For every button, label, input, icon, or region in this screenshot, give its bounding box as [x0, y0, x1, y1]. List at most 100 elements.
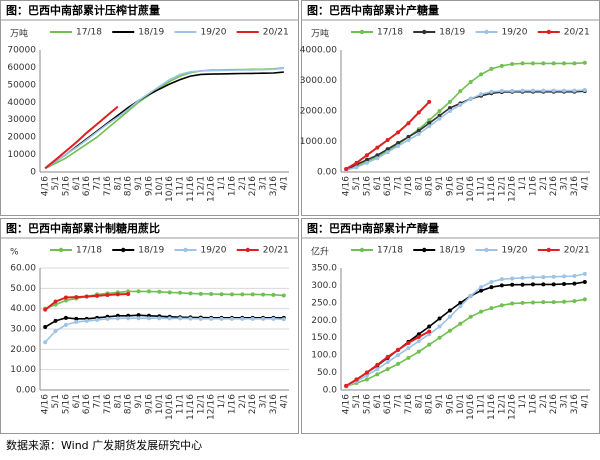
- x-tick-label: 8/1: [113, 394, 123, 408]
- x-tick-label: 6/16: [82, 394, 92, 414]
- y-tick-label: 50.00: [10, 284, 36, 294]
- series-marker: [396, 144, 401, 149]
- legend-label: 18/19: [439, 246, 465, 256]
- legend-label: 19/20: [502, 28, 528, 38]
- series-marker: [136, 289, 141, 294]
- x-tick-label: 1/16: [227, 176, 237, 196]
- x-tick-label: 10/1: [155, 394, 165, 414]
- x-tick-label: 7/16: [404, 176, 414, 196]
- x-tick-label: 3/1: [560, 176, 570, 190]
- series-marker: [479, 285, 484, 290]
- series-marker: [510, 276, 515, 281]
- series-marker: [157, 289, 162, 294]
- series-marker: [447, 105, 452, 110]
- x-tick-label: 12/1: [497, 176, 507, 196]
- series-marker: [551, 300, 556, 305]
- y-tick-label: 4000.00: [300, 46, 337, 56]
- series-marker: [74, 319, 79, 324]
- series-marker: [447, 328, 452, 333]
- series-line: [44, 71, 284, 170]
- legend-label: 17/18: [76, 246, 102, 256]
- x-tick-label: 5/1: [51, 394, 61, 408]
- series-marker: [489, 66, 494, 71]
- y-tick-label: 0.0: [323, 386, 338, 396]
- series-marker: [458, 102, 463, 107]
- series-marker: [364, 377, 369, 382]
- series-marker: [375, 156, 380, 161]
- series-marker: [562, 282, 567, 287]
- series-marker: [427, 118, 432, 123]
- x-tick-label: 2/1: [539, 176, 549, 190]
- x-tick-label: 11/1: [477, 394, 487, 414]
- x-tick-label: 10/1: [155, 176, 165, 196]
- x-tick-label: 5/16: [61, 176, 71, 196]
- y-tick-label: 200.0: [311, 316, 337, 326]
- series-marker: [146, 316, 151, 321]
- series-marker: [427, 324, 432, 329]
- legend-marker: [245, 247, 250, 253]
- x-tick-label: 6/1: [373, 394, 383, 408]
- series-marker: [499, 88, 504, 93]
- series-marker: [209, 292, 214, 297]
- series-marker: [240, 292, 245, 297]
- x-tick-label: 12/16: [508, 176, 518, 202]
- series-marker: [479, 92, 484, 97]
- series-line: [44, 67, 284, 170]
- y-tick-label: 60.00: [10, 264, 36, 274]
- series-marker: [95, 293, 100, 298]
- legend-marker: [58, 247, 64, 253]
- x-tick-label: 10/16: [165, 394, 175, 420]
- y-tick-label: 150.0: [311, 333, 337, 343]
- series-marker: [74, 295, 79, 300]
- source: 数据来源：Wind 广发期货发展研究中心: [6, 439, 203, 452]
- series-marker: [406, 355, 411, 360]
- x-tick-label: 8/16: [425, 394, 435, 414]
- series-marker: [271, 292, 276, 297]
- series-marker: [105, 316, 110, 321]
- legend-label: 20/21: [564, 246, 590, 256]
- x-tick-label: 1/1: [217, 394, 227, 408]
- x-tick-label: 7/16: [103, 176, 113, 196]
- series-marker: [375, 145, 380, 150]
- x-tick-label: 5/1: [51, 176, 61, 190]
- x-tick-label: 1/16: [227, 394, 237, 414]
- series-marker: [385, 360, 390, 365]
- series-marker: [136, 313, 141, 318]
- series-marker: [364, 157, 369, 162]
- series-marker: [572, 274, 577, 279]
- series-marker: [447, 109, 452, 113]
- y-tick-label: 3000.00: [300, 76, 337, 86]
- unit-label: 亿升: [311, 246, 329, 258]
- x-tick-label: 3/1: [560, 394, 570, 408]
- series-marker: [541, 300, 546, 305]
- series-marker: [572, 299, 577, 304]
- series-marker: [281, 317, 286, 322]
- series-marker: [146, 289, 151, 294]
- series-marker: [178, 316, 183, 321]
- x-tick-label: 9/16: [144, 394, 154, 414]
- series-marker: [520, 88, 525, 93]
- x-tick-label: 4/1: [580, 394, 590, 408]
- legend-marker: [121, 247, 126, 253]
- series-marker: [375, 153, 380, 158]
- x-tick-label: 1/16: [528, 176, 538, 196]
- series-marker: [385, 367, 390, 372]
- panel-frame: [0, 0, 299, 216]
- series-marker: [126, 292, 131, 297]
- series-marker: [510, 62, 515, 67]
- series-marker: [551, 282, 556, 287]
- series-marker: [530, 61, 535, 66]
- series-marker: [427, 99, 432, 104]
- unit-label: 万吨: [10, 28, 28, 40]
- legend-label: 17/18: [76, 28, 102, 38]
- legend-label: 19/20: [201, 246, 227, 256]
- x-tick-label: 9/16: [144, 176, 154, 196]
- x-tick-label: 8/16: [425, 176, 435, 196]
- series-marker: [385, 354, 390, 359]
- series-marker: [406, 134, 411, 139]
- x-tick-label: 5/16: [61, 394, 71, 414]
- series-marker: [240, 316, 245, 321]
- series-marker: [427, 342, 432, 347]
- x-tick-label: 9/16: [445, 394, 455, 414]
- x-tick-label: 11/16: [186, 394, 196, 420]
